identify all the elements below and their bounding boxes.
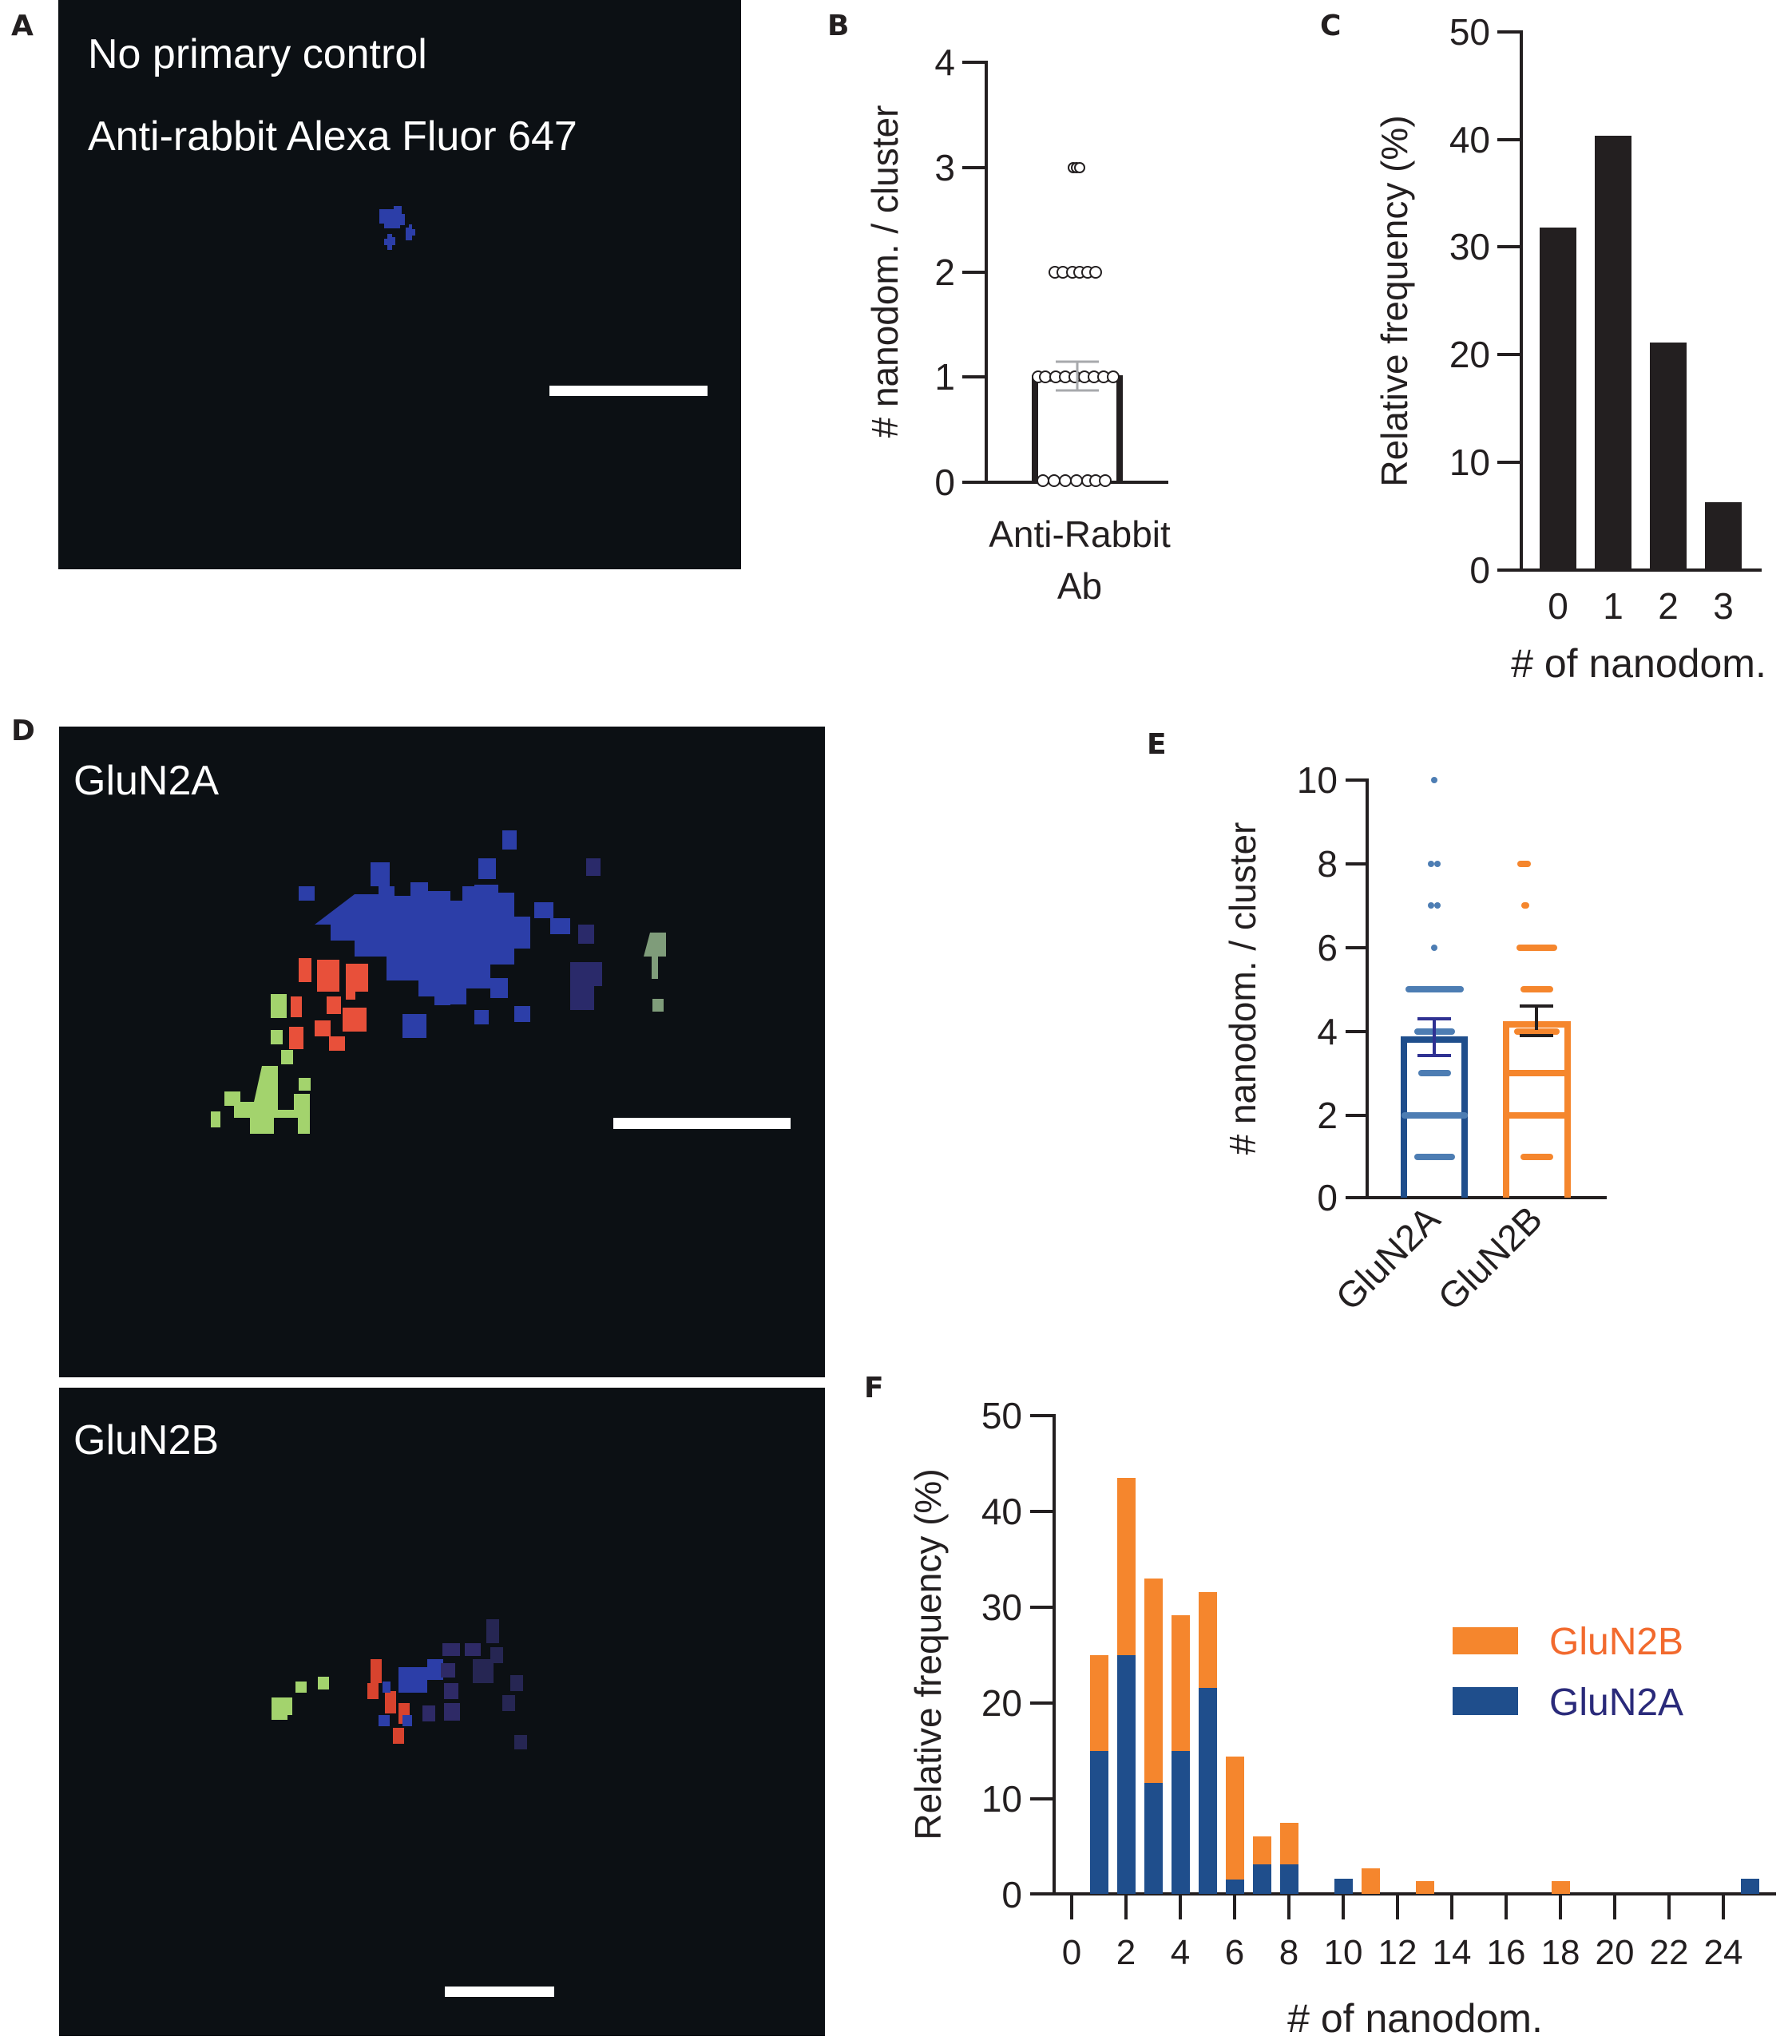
b-ytick-2: 2 (934, 252, 955, 293)
legend-swatch-glun2a (1453, 1687, 1518, 1715)
svg-text:40: 40 (1449, 119, 1490, 160)
scale-bar (549, 386, 708, 396)
c-bar-2 (1650, 343, 1687, 570)
svg-text:4: 4 (1171, 1933, 1190, 1972)
micrograph-glun2a: GluN2A (59, 727, 825, 1377)
b-ytick-1: 1 (934, 356, 955, 398)
svg-text:0: 0 (1001, 1874, 1022, 1915)
svg-text:10: 10 (1324, 1933, 1363, 1972)
svg-text:30: 30 (981, 1586, 1022, 1628)
panel-letter-c: C (1320, 10, 1342, 42)
panel-letter-b: B (827, 10, 850, 42)
svg-text:3: 3 (1713, 585, 1734, 627)
svg-text:2: 2 (1317, 1095, 1338, 1136)
b-ytick-0: 0 (934, 461, 955, 503)
c-bar-0 (1540, 228, 1576, 570)
svg-text:1: 1 (1603, 585, 1624, 627)
e-xtick-glun2b: GluN2B (1429, 1198, 1550, 1318)
svg-text:8: 8 (1317, 843, 1338, 885)
svg-text:14: 14 (1433, 1933, 1472, 1972)
b-xtick-line2: Ab (1057, 565, 1102, 607)
svg-text:2: 2 (1116, 1933, 1136, 1972)
cluster-glun2a-blobs (211, 830, 666, 1134)
panel-letter-a: A (11, 10, 34, 42)
cluster-a-blobs (379, 206, 415, 250)
c-xlabel: # of nanodom. (1511, 641, 1766, 686)
svg-text:10: 10 (1449, 442, 1490, 483)
svg-text:10: 10 (981, 1778, 1022, 1820)
svg-text:16: 16 (1487, 1933, 1526, 1972)
caption-no-primary-control: No primary control (88, 31, 427, 77)
b-ytick-3: 3 (934, 147, 955, 188)
svg-text:20: 20 (1449, 334, 1490, 375)
panel-letter-d: D (11, 715, 35, 747)
micrograph-glun2b: GluN2B (59, 1388, 825, 2036)
scale-bar-glun2a (613, 1118, 791, 1129)
svg-text:50: 50 (1449, 11, 1490, 53)
c-ylabel: Relative frequency (%) (1374, 115, 1415, 486)
svg-text:22: 22 (1650, 1933, 1689, 1972)
b-ytick-4: 4 (934, 42, 955, 83)
svg-text:2: 2 (1658, 585, 1679, 627)
scale-bar-glun2b (445, 1987, 554, 1997)
legend-swatch-glun2b (1453, 1627, 1518, 1654)
svg-text:20: 20 (1596, 1933, 1635, 1972)
legend-label-glun2a: GluN2A (1549, 1682, 1683, 1724)
svg-text:10: 10 (1297, 759, 1338, 801)
svg-text:0: 0 (1469, 549, 1490, 591)
legend-label-glun2b: GluN2B (1549, 1621, 1683, 1663)
svg-text:0: 0 (1062, 1933, 1081, 1972)
f-ylabel: Relative frequency (%) (907, 1468, 949, 1840)
c-bar-1 (1595, 136, 1631, 570)
caption-glun2a: GluN2A (73, 758, 220, 804)
caption-secondary-antibody: Anti-rabbit Alexa Fluor 647 (88, 113, 577, 160)
e-xtick-glun2a: GluN2A (1327, 1198, 1448, 1318)
f-xlabel: # of nanodom. (1287, 1996, 1543, 2041)
svg-text:24: 24 (1704, 1933, 1743, 1972)
caption-glun2b: GluN2B (73, 1417, 220, 1464)
svg-text:8: 8 (1279, 1933, 1298, 1972)
micrograph-no-primary-control: No primary control Anti-rabbit Alexa Flu… (58, 0, 741, 569)
cluster-glun2b-blobs (272, 1619, 527, 1749)
panel-letter-e: E (1147, 728, 1167, 761)
panel-letter-f: F (864, 1372, 884, 1404)
svg-text:0: 0 (1317, 1177, 1338, 1218)
svg-text:50: 50 (981, 1395, 1022, 1436)
svg-text:0: 0 (1548, 585, 1568, 627)
svg-text:12: 12 (1378, 1933, 1417, 1972)
svg-text:40: 40 (981, 1491, 1022, 1532)
svg-text:18: 18 (1541, 1933, 1580, 1972)
svg-text:6: 6 (1225, 1933, 1244, 1972)
svg-text:6: 6 (1317, 927, 1338, 969)
svg-text:20: 20 (981, 1682, 1022, 1724)
b-xtick-line1: Anti-Rabbit (989, 513, 1171, 555)
svg-text:4: 4 (1317, 1011, 1338, 1052)
e-ylabel: # nanodom. / cluster (1222, 822, 1263, 1155)
b-ylabel: # nanodom. / cluster (864, 105, 906, 438)
svg-text:30: 30 (1449, 226, 1490, 267)
c-bar-3 (1705, 502, 1742, 570)
